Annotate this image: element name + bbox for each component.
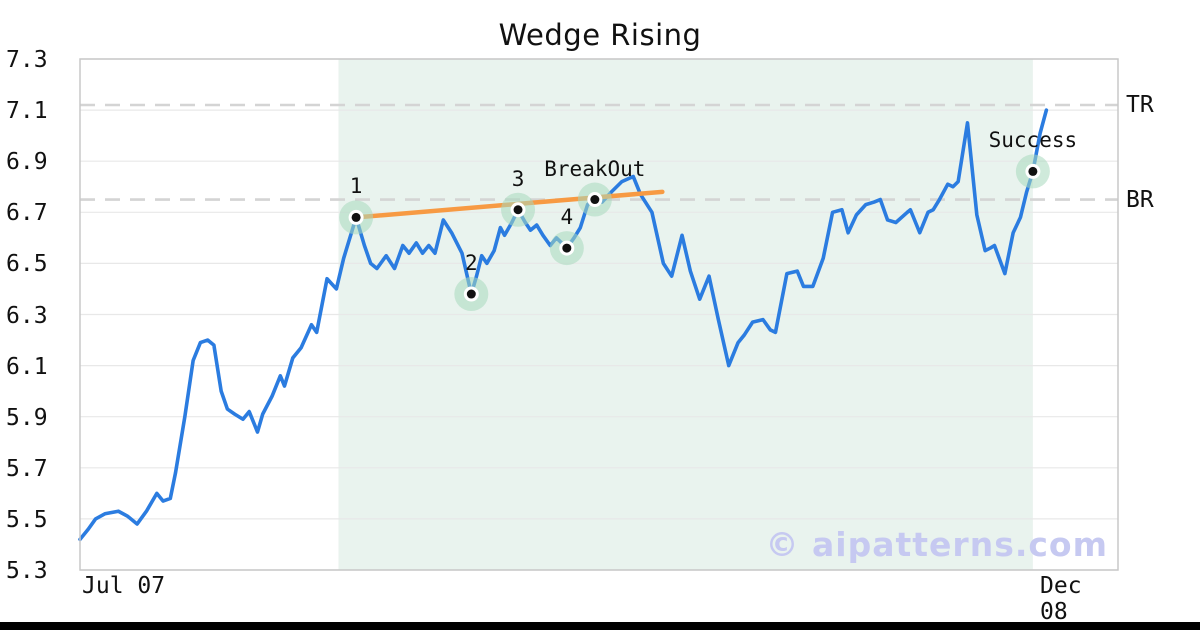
x-axis-label-start: Jul 07 (82, 573, 166, 599)
y-tick-label: 5.3 (6, 558, 48, 584)
marker-dot-1 (351, 212, 361, 222)
annotation-label-success: Success (988, 128, 1078, 153)
y-tick-label: 6.5 (6, 251, 48, 278)
annotation-label-2: 2 (464, 251, 478, 276)
target-level-label: TR (1126, 91, 1154, 118)
marker-dot-success (1028, 166, 1038, 176)
y-tick-label: 7.3 (6, 47, 48, 73)
annotation-label-4: 4 (560, 205, 574, 230)
y-tick-label: 7.1 (6, 98, 48, 125)
annotation-label-breakout: BreakOut (544, 156, 646, 181)
annotation-label-3: 3 (511, 166, 525, 191)
bottom-brand-bar (0, 622, 1200, 630)
annotation-label-1: 1 (349, 174, 363, 199)
x-axis-label-end: Dec 08 (1040, 573, 1082, 625)
marker-dot-breakout (590, 195, 600, 205)
plot-frame (79, 58, 1119, 571)
marker-dot-2 (466, 289, 476, 299)
watermark-text: © aipatterns.com (765, 525, 1108, 564)
y-tick-label: 6.9 (6, 149, 48, 176)
y-tick-label: 5.9 (6, 404, 48, 431)
breakout-level-label: BR (1126, 186, 1154, 213)
chart-title: Wedge Rising (498, 18, 702, 52)
marker-dot-3 (513, 205, 523, 215)
price-line (78, 108, 1049, 542)
y-tick-label: 5.7 (6, 455, 48, 482)
y-tick-label: 5.5 (6, 506, 48, 533)
y-tick-label: 6.7 (6, 200, 48, 227)
y-tick-label: 6.3 (6, 302, 48, 329)
marker-dot-4 (562, 243, 572, 253)
y-tick-label: 6.1 (6, 353, 48, 380)
